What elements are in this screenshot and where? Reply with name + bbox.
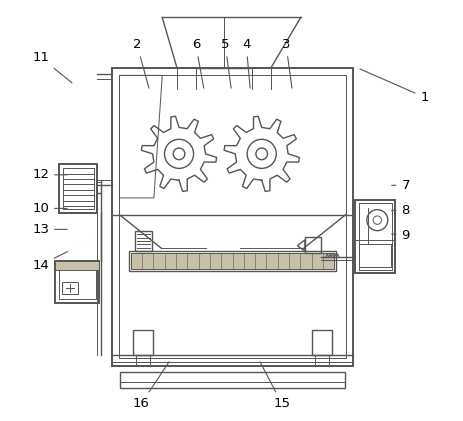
Text: 7: 7 xyxy=(392,179,410,192)
Bar xyxy=(59,164,97,213)
Bar xyxy=(59,264,96,299)
Text: 2: 2 xyxy=(133,38,149,88)
Bar xyxy=(120,372,345,388)
Bar xyxy=(55,261,100,270)
Text: 5: 5 xyxy=(221,38,231,88)
Text: 11: 11 xyxy=(32,51,72,83)
Bar xyxy=(62,282,78,294)
Bar xyxy=(63,168,94,209)
Bar xyxy=(359,244,391,267)
Text: 8: 8 xyxy=(392,204,410,217)
Text: 1: 1 xyxy=(360,69,429,104)
Bar xyxy=(359,203,392,270)
Text: 4: 4 xyxy=(242,38,250,88)
Bar xyxy=(305,237,321,253)
Bar xyxy=(119,75,346,358)
Text: 6: 6 xyxy=(192,38,204,88)
Bar xyxy=(131,253,334,269)
Text: 10: 10 xyxy=(32,202,67,215)
Bar xyxy=(136,355,150,366)
Bar xyxy=(315,355,329,366)
Text: 3: 3 xyxy=(282,38,292,88)
Bar xyxy=(112,68,353,366)
Bar xyxy=(133,330,153,355)
Text: 16: 16 xyxy=(133,362,169,410)
Text: 12: 12 xyxy=(32,168,67,181)
Bar xyxy=(312,330,332,355)
Text: 13: 13 xyxy=(32,223,67,236)
Bar xyxy=(55,261,100,303)
Text: 15: 15 xyxy=(260,362,290,410)
Text: 14: 14 xyxy=(32,252,68,272)
Bar xyxy=(129,251,337,272)
Bar xyxy=(135,231,152,251)
Text: 9: 9 xyxy=(392,229,410,242)
Bar xyxy=(355,200,395,274)
